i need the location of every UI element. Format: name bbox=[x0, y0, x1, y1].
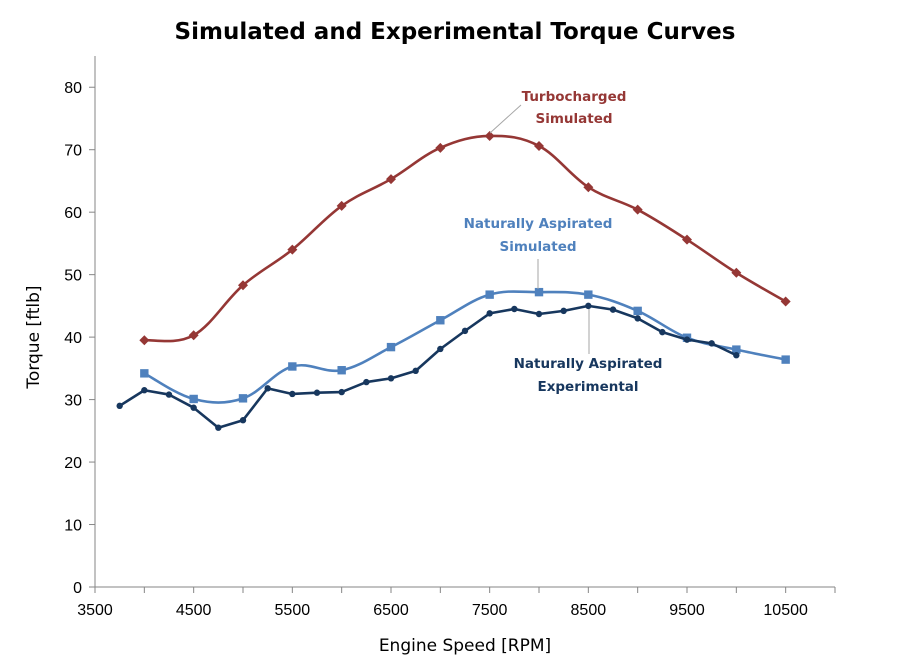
data-point-square bbox=[485, 290, 494, 299]
data-point-diamond bbox=[435, 142, 446, 153]
data-point-diamond bbox=[139, 335, 150, 346]
x-tick-label: 4500 bbox=[176, 602, 212, 619]
y-tick-label: 30 bbox=[64, 393, 82, 410]
data-point-circle bbox=[264, 385, 271, 392]
x-tick-label: 9500 bbox=[669, 602, 705, 619]
y-tick-label: 60 bbox=[64, 205, 82, 222]
y-tick-label: 70 bbox=[64, 143, 82, 160]
annotation-label-naturally-aspirated-simulated: Simulated bbox=[499, 239, 576, 255]
y-tick-label: 10 bbox=[64, 518, 82, 535]
data-point-circle bbox=[387, 375, 395, 382]
data-point-diamond bbox=[731, 267, 742, 278]
x-tick-label: 3500 bbox=[77, 602, 113, 619]
data-point-diamond bbox=[287, 244, 298, 255]
x-axis-label: Engine Speed [RPM] bbox=[379, 636, 551, 656]
data-point-square bbox=[781, 355, 790, 364]
data-point-square bbox=[238, 394, 248, 403]
x-tick-label: 8500 bbox=[571, 602, 607, 619]
data-point-diamond bbox=[386, 174, 396, 185]
data-point-diamond bbox=[336, 200, 347, 211]
y-axis-label: Torque [ftlb] bbox=[24, 285, 44, 389]
x-tick-label: 5500 bbox=[275, 602, 311, 619]
data-point-circle bbox=[289, 390, 296, 398]
data-point-circle bbox=[461, 327, 469, 335]
data-point-diamond bbox=[534, 140, 544, 151]
annotation-label-turbocharged-simulated: Turbocharged bbox=[522, 89, 627, 105]
data-point-diamond bbox=[238, 280, 248, 291]
data-point-circle bbox=[412, 367, 419, 375]
x-tick-label: 6500 bbox=[373, 602, 409, 619]
series-naturally-aspirated-simulated bbox=[140, 287, 790, 404]
series-layer bbox=[116, 130, 791, 431]
chart-title: Simulated and Experimental Torque Curves bbox=[175, 19, 736, 45]
data-point-diamond bbox=[632, 204, 643, 215]
data-point-circle bbox=[634, 315, 641, 322]
series-line-naturally-aspirated-experimental bbox=[118, 304, 737, 429]
data-point-square bbox=[436, 316, 445, 325]
y-tick-label: 20 bbox=[64, 455, 82, 472]
data-point-circle bbox=[511, 305, 518, 313]
data-point-square bbox=[534, 287, 544, 297]
annotations: Turbocharged Simulated Naturally Aspirated… bbox=[464, 89, 663, 395]
data-point-square bbox=[337, 366, 346, 375]
annotation-leader-turbocharged-simulated bbox=[489, 104, 522, 134]
data-point-square bbox=[140, 369, 149, 378]
series-naturally-aspirated-experimental bbox=[116, 302, 740, 431]
data-point-circle bbox=[560, 307, 567, 315]
axes: 0 10 20 30 40 50 60 70 80 3500 4500 5500 6500 7500 850… bbox=[64, 56, 836, 619]
data-point-circle bbox=[313, 389, 321, 396]
data-point-circle bbox=[486, 310, 493, 317]
data-point-diamond bbox=[780, 296, 791, 307]
data-point-square bbox=[633, 306, 642, 316]
series-turbocharged-simulated bbox=[139, 130, 791, 346]
y-tick-label: 0 bbox=[73, 580, 82, 597]
data-point-diamond bbox=[682, 234, 692, 245]
data-point-circle bbox=[190, 404, 197, 411]
data-point-circle bbox=[659, 328, 666, 336]
data-point-circle bbox=[165, 391, 173, 398]
data-point-diamond bbox=[583, 182, 594, 193]
data-point-circle bbox=[363, 378, 370, 386]
y-tick-label: 40 bbox=[64, 330, 82, 347]
annotation-label-turbocharged-simulated: Simulated bbox=[535, 111, 612, 127]
data-point-circle bbox=[585, 302, 592, 310]
data-point-circle bbox=[733, 352, 740, 359]
annotation-label-naturally-aspirated-experimental: Naturally Aspirated bbox=[514, 356, 663, 372]
data-point-circle bbox=[708, 340, 715, 347]
data-point-circle bbox=[609, 306, 617, 313]
x-tick-label: 7500 bbox=[472, 602, 508, 619]
x-tick-label: 10500 bbox=[763, 602, 808, 619]
data-point-circle bbox=[683, 336, 691, 343]
data-point-diamond bbox=[484, 130, 495, 141]
data-point-circle bbox=[239, 417, 247, 424]
annotation-label-naturally-aspirated-simulated: Naturally Aspirated bbox=[464, 216, 613, 232]
series-line-naturally-aspirated-simulated bbox=[143, 290, 786, 404]
data-point-circle bbox=[141, 387, 148, 394]
data-point-circle bbox=[338, 388, 345, 396]
data-point-diamond bbox=[188, 330, 199, 341]
data-point-square bbox=[189, 394, 198, 404]
data-point-square bbox=[288, 362, 297, 371]
data-point-circle bbox=[535, 310, 543, 318]
y-tick-label: 50 bbox=[64, 268, 82, 285]
data-point-circle bbox=[215, 424, 222, 431]
data-point-square bbox=[732, 345, 741, 354]
data-point-square bbox=[386, 342, 396, 352]
annotation-label-naturally-aspirated-experimental: Experimental bbox=[537, 379, 638, 395]
data-point-circle bbox=[116, 402, 123, 410]
y-tick-label: 80 bbox=[64, 80, 82, 97]
data-point-square bbox=[584, 290, 593, 299]
data-point-circle bbox=[437, 345, 444, 353]
